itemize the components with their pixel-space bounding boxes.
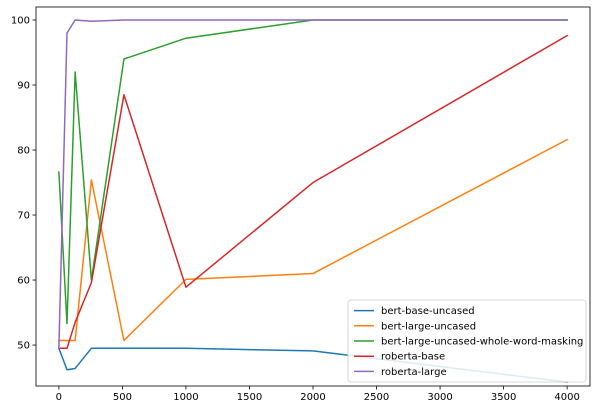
x-tick-label: 3000 <box>427 392 452 403</box>
y-tick-label: 90 <box>17 81 30 92</box>
plot-lines <box>57 19 569 383</box>
y-tick-label: 50 <box>17 341 30 352</box>
x-tick-label: 3500 <box>491 392 516 403</box>
legend-box <box>347 299 587 383</box>
legend: bert-base-uncased bert-large-uncased bert-… <box>347 299 587 383</box>
x-tick-label: 2000 <box>300 392 325 403</box>
legend-label-4: roberta-large <box>381 367 447 378</box>
series-line-0 <box>57 347 568 383</box>
series-line-1 <box>58 138 569 342</box>
series-line-3 <box>58 34 569 350</box>
series-line-2 <box>58 19 568 325</box>
y-axis: 50 60 70 80 90 100 <box>11 16 36 352</box>
y-tick-label: 60 <box>17 276 30 287</box>
x-tick-label: 1500 <box>237 392 262 403</box>
y-tick-label: 100 <box>11 16 30 27</box>
y-tick-label: 80 <box>17 146 30 157</box>
legend-label-2: bert-large-uncased-whole-word-masking <box>381 337 583 348</box>
x-tick-label: 0 <box>56 392 62 403</box>
y-tick-label: 70 <box>17 211 30 222</box>
x-axis: 0 500 1000 1500 2000 2500 3000 3500 4000 <box>56 386 580 403</box>
x-tick-label: 4000 <box>554 392 579 403</box>
legend-label-1: bert-large-uncased <box>381 321 476 332</box>
x-tick-label: 2500 <box>364 392 389 403</box>
series-line-4 <box>58 19 568 350</box>
x-tick-label: 1000 <box>173 392 198 403</box>
legend-label-3: roberta-base <box>381 352 445 363</box>
x-tick-label: 500 <box>113 392 132 403</box>
legend-label-0: bert-base-uncased <box>381 306 475 317</box>
